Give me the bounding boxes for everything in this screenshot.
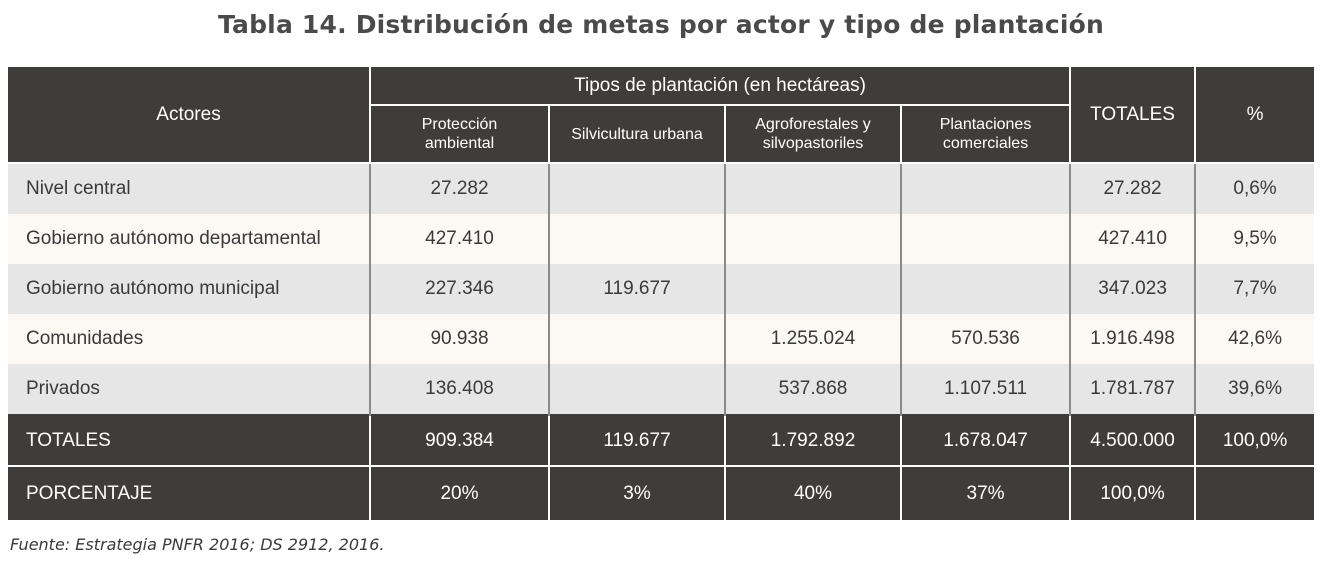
value-cell [899,264,1072,314]
value-cell [548,214,726,264]
percent-cell: 9,5% [1194,214,1315,264]
header-actors: Actores [8,67,371,164]
goals-table: Actores Tipos de plantación (en hectárea… [8,67,1315,520]
header-line: silvopastoriles [762,135,864,152]
value-cell [548,364,726,415]
source-note: Fuente: Estrategia PNFR 2016; DS 2912, 2… [10,535,385,554]
table-row: Comunidades 90.938 1.255.024 570.536 1.9… [8,314,1315,364]
value-cell: 20% [369,465,550,520]
header-line: comerciales [942,135,1029,152]
value-cell [548,314,726,364]
value-cell: 570.536 [899,314,1072,364]
header-line: Plantaciones [939,116,1032,133]
percent-cell: 42,6% [1194,314,1315,364]
value-cell [899,214,1072,264]
header-silvicultura-urbana: Silvicultura urbana [548,104,726,164]
percentage-row: PORCENTAJE 20% 3% 40% 37% 100,0% [8,465,1315,520]
table-row: Gobierno autónomo departamental 427.410 … [8,214,1315,264]
value-cell: 27.282 [369,163,550,214]
header-percent: % [1194,67,1315,164]
value-cell [724,214,902,264]
total-cell: 347.023 [1069,264,1197,314]
header-line: ambiental [424,135,495,152]
value-cell [899,163,1072,214]
percentage-label: PORCENTAJE [8,465,371,520]
actor-cell: Nivel central [8,163,371,214]
value-cell: 1.792.892 [724,414,902,466]
percent-cell: 0,6% [1194,163,1315,214]
value-cell: 1.255.024 [724,314,902,364]
percent-cell [1194,465,1315,520]
value-cell: 909.384 [369,414,550,466]
table-title: Tabla 14. Distribución de metas por acto… [217,10,1105,39]
total-cell: 27.282 [1069,163,1197,214]
value-cell: 427.410 [369,214,550,264]
value-cell: 1.678.047 [899,414,1072,466]
value-cell: 37% [899,465,1072,520]
totals-row: TOTALES 909.384 119.677 1.792.892 1.678.… [8,414,1315,466]
percent-cell: 100,0% [1194,414,1315,466]
table-row: Gobierno autónomo municipal 227.346 119.… [8,264,1315,314]
actor-cell: Comunidades [8,314,371,364]
value-cell [724,264,902,314]
value-cell: 136.408 [369,364,550,415]
actor-cell: Gobierno autónomo departamental [8,214,371,264]
actor-cell: Privados [8,364,371,415]
value-cell: 3% [548,465,726,520]
value-cell: 119.677 [548,264,726,314]
header-plantaciones-comerciales: Plantaciones comerciales [899,104,1072,164]
header-line: Silvicultura urbana [571,125,703,143]
value-cell [724,163,902,214]
header-plantation-types: Tipos de plantación (en hectáreas) [368,67,1072,106]
header-proteccion-ambiental: Protección ambiental [369,104,550,164]
header-line: Protección [421,116,498,133]
total-cell: 1.781.787 [1069,364,1197,415]
total-cell: 427.410 [1069,214,1197,264]
value-cell: 1.107.511 [899,364,1072,415]
percent-cell: 7,7% [1194,264,1315,314]
header-line: Agroforestales y [755,116,871,133]
value-cell [548,163,726,214]
percent-cell: 39,6% [1194,364,1315,415]
value-cell: 40% [724,465,902,520]
table-row: Nivel central 27.282 27.282 0,6% [8,163,1315,214]
value-cell: 537.868 [724,364,902,415]
value-cell: 119.677 [548,414,726,466]
header-totals: TOTALES [1069,67,1197,164]
table-row: Privados 136.408 537.868 1.107.511 1.781… [8,364,1315,415]
total-cell: 1.916.498 [1069,314,1197,364]
total-cell: 100,0% [1069,465,1197,520]
value-cell: 90.938 [369,314,550,364]
totals-label: TOTALES [8,414,371,466]
total-cell: 4.500.000 [1069,414,1197,466]
value-cell: 227.346 [369,264,550,314]
header-agroforestales: Agroforestales y silvopastoriles [724,104,902,164]
actor-cell: Gobierno autónomo municipal [8,264,371,314]
